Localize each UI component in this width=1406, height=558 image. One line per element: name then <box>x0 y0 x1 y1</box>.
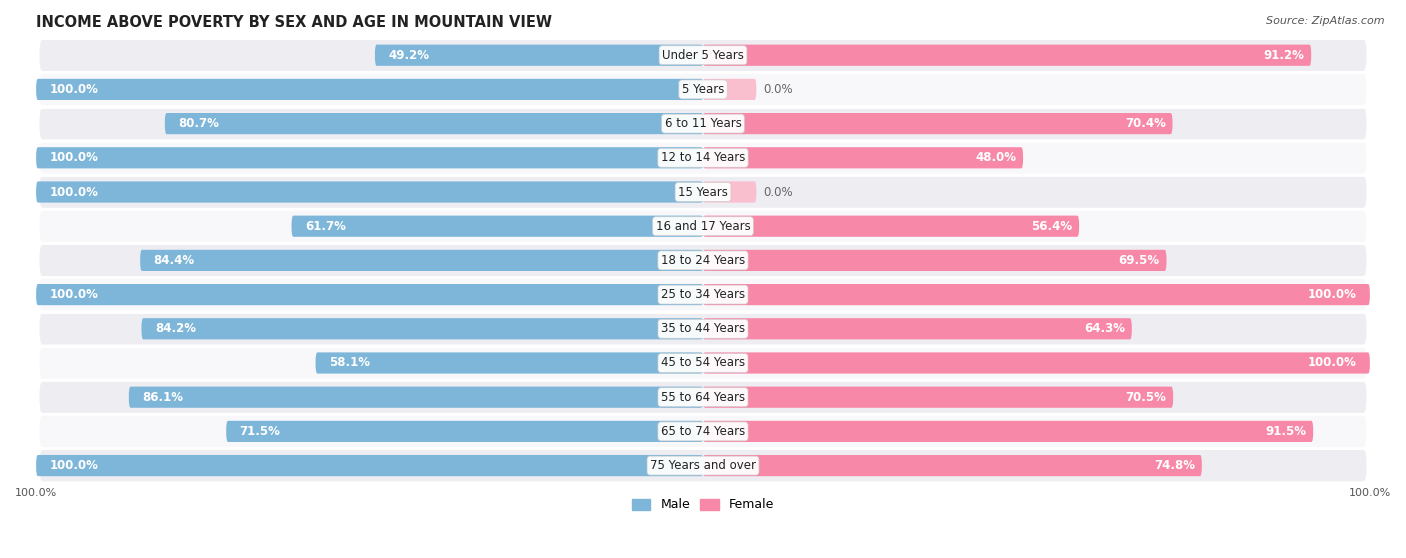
FancyBboxPatch shape <box>141 250 703 271</box>
Text: 84.2%: 84.2% <box>155 323 195 335</box>
Text: 65 to 74 Years: 65 to 74 Years <box>661 425 745 438</box>
Text: 70.4%: 70.4% <box>1125 117 1166 130</box>
Text: 49.2%: 49.2% <box>388 49 429 62</box>
FancyBboxPatch shape <box>39 416 1367 447</box>
Text: 74.8%: 74.8% <box>1154 459 1195 472</box>
Text: 15 Years: 15 Years <box>678 185 728 199</box>
FancyBboxPatch shape <box>703 284 1369 305</box>
Text: 35 to 44 Years: 35 to 44 Years <box>661 323 745 335</box>
FancyBboxPatch shape <box>703 181 756 203</box>
FancyBboxPatch shape <box>37 181 703 203</box>
FancyBboxPatch shape <box>39 450 1367 482</box>
Text: 91.2%: 91.2% <box>1264 49 1305 62</box>
FancyBboxPatch shape <box>315 353 703 374</box>
Text: 16 and 17 Years: 16 and 17 Years <box>655 220 751 233</box>
FancyBboxPatch shape <box>39 244 1367 276</box>
FancyBboxPatch shape <box>703 455 1202 476</box>
Text: 80.7%: 80.7% <box>179 117 219 130</box>
Text: 12 to 14 Years: 12 to 14 Years <box>661 151 745 164</box>
FancyBboxPatch shape <box>39 382 1367 413</box>
Text: 69.5%: 69.5% <box>1119 254 1160 267</box>
FancyBboxPatch shape <box>703 113 1173 134</box>
Text: 0.0%: 0.0% <box>763 83 793 96</box>
Text: 70.5%: 70.5% <box>1126 391 1167 403</box>
FancyBboxPatch shape <box>703 45 1312 66</box>
FancyBboxPatch shape <box>165 113 703 134</box>
Text: 48.0%: 48.0% <box>976 151 1017 164</box>
Legend: Male, Female: Male, Female <box>627 493 779 517</box>
FancyBboxPatch shape <box>703 147 1024 169</box>
Text: 18 to 24 Years: 18 to 24 Years <box>661 254 745 267</box>
FancyBboxPatch shape <box>375 45 703 66</box>
Text: 100.0%: 100.0% <box>49 151 98 164</box>
Text: 58.1%: 58.1% <box>329 357 370 369</box>
Text: 100.0%: 100.0% <box>1308 288 1357 301</box>
Text: 86.1%: 86.1% <box>142 391 183 403</box>
FancyBboxPatch shape <box>39 313 1367 344</box>
FancyBboxPatch shape <box>142 318 703 339</box>
FancyBboxPatch shape <box>37 455 703 476</box>
FancyBboxPatch shape <box>703 318 1132 339</box>
FancyBboxPatch shape <box>703 387 1173 408</box>
FancyBboxPatch shape <box>39 210 1367 242</box>
FancyBboxPatch shape <box>129 387 703 408</box>
FancyBboxPatch shape <box>39 74 1367 105</box>
Text: 0.0%: 0.0% <box>763 185 793 199</box>
Text: Source: ZipAtlas.com: Source: ZipAtlas.com <box>1267 16 1385 26</box>
Text: 61.7%: 61.7% <box>305 220 346 233</box>
FancyBboxPatch shape <box>703 250 1167 271</box>
FancyBboxPatch shape <box>37 284 703 305</box>
Text: 91.5%: 91.5% <box>1265 425 1306 438</box>
FancyBboxPatch shape <box>226 421 703 442</box>
Text: 64.3%: 64.3% <box>1084 323 1125 335</box>
FancyBboxPatch shape <box>39 40 1367 71</box>
FancyBboxPatch shape <box>39 279 1367 310</box>
Text: 100.0%: 100.0% <box>49 185 98 199</box>
FancyBboxPatch shape <box>703 215 1080 237</box>
FancyBboxPatch shape <box>39 176 1367 208</box>
Text: 100.0%: 100.0% <box>49 459 98 472</box>
Text: 55 to 64 Years: 55 to 64 Years <box>661 391 745 403</box>
Text: 100.0%: 100.0% <box>49 288 98 301</box>
Text: 84.4%: 84.4% <box>153 254 194 267</box>
Text: 25 to 34 Years: 25 to 34 Years <box>661 288 745 301</box>
Text: 6 to 11 Years: 6 to 11 Years <box>665 117 741 130</box>
FancyBboxPatch shape <box>39 108 1367 140</box>
FancyBboxPatch shape <box>703 353 1369 374</box>
FancyBboxPatch shape <box>703 79 756 100</box>
Text: 71.5%: 71.5% <box>239 425 280 438</box>
FancyBboxPatch shape <box>37 147 703 169</box>
Text: 56.4%: 56.4% <box>1032 220 1073 233</box>
FancyBboxPatch shape <box>39 347 1367 379</box>
Text: 100.0%: 100.0% <box>49 83 98 96</box>
Text: 5 Years: 5 Years <box>682 83 724 96</box>
Text: 75 Years and over: 75 Years and over <box>650 459 756 472</box>
FancyBboxPatch shape <box>703 421 1313 442</box>
Text: 100.0%: 100.0% <box>1308 357 1357 369</box>
FancyBboxPatch shape <box>39 142 1367 174</box>
FancyBboxPatch shape <box>37 79 703 100</box>
Text: INCOME ABOVE POVERTY BY SEX AND AGE IN MOUNTAIN VIEW: INCOME ABOVE POVERTY BY SEX AND AGE IN M… <box>37 15 553 30</box>
Text: 45 to 54 Years: 45 to 54 Years <box>661 357 745 369</box>
Text: Under 5 Years: Under 5 Years <box>662 49 744 62</box>
FancyBboxPatch shape <box>291 215 703 237</box>
